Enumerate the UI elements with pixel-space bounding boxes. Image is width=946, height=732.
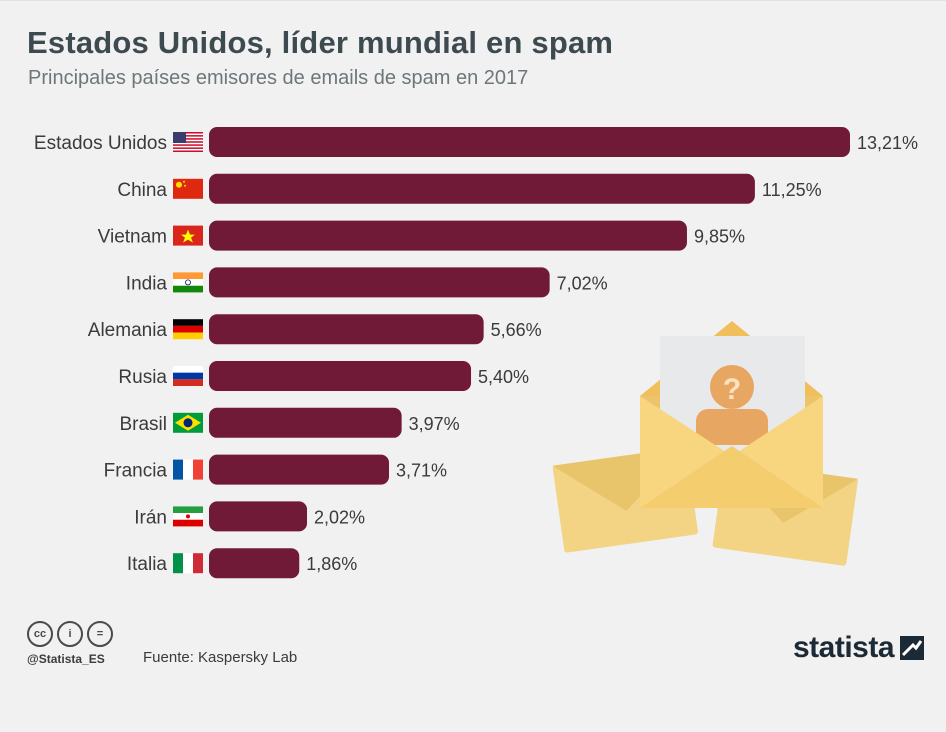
ru-flag-icon bbox=[173, 366, 203, 386]
twitter-handle[interactable]: @Statista_ES bbox=[27, 652, 105, 666]
category-label: Irán bbox=[134, 507, 167, 528]
value-label: 11,25% bbox=[762, 180, 822, 200]
value-label: 7,02% bbox=[557, 273, 608, 293]
bar bbox=[209, 314, 484, 345]
bar bbox=[209, 361, 472, 391]
value-label: 3,97% bbox=[409, 414, 460, 434]
value-label: 9,85% bbox=[694, 227, 745, 247]
fr-flag-icon bbox=[173, 459, 203, 480]
cc-icon[interactable]: cc bbox=[27, 621, 53, 647]
bar bbox=[209, 454, 390, 485]
brand-name: statista bbox=[793, 631, 895, 664]
bar bbox=[209, 267, 550, 298]
source-note: Fuente: Kaspersky Lab bbox=[143, 649, 298, 666]
statista-logo[interactable]: statista bbox=[793, 631, 925, 665]
category-label: Estados Unidos bbox=[34, 133, 167, 154]
vn-flag-icon bbox=[173, 225, 203, 246]
value-label: 3,71% bbox=[396, 461, 447, 481]
cn-flag-icon bbox=[173, 178, 203, 199]
in-flag-icon bbox=[173, 272, 203, 293]
category-label: Francia bbox=[104, 461, 168, 482]
license-icons: cc i = bbox=[27, 621, 113, 647]
chart-subtitle: Principales países emisores de emails de… bbox=[28, 67, 529, 89]
category-label: Italia bbox=[127, 554, 168, 575]
nd-icon[interactable]: = bbox=[87, 621, 113, 647]
svg-text:?: ? bbox=[723, 373, 741, 406]
it-flag-icon bbox=[173, 553, 203, 574]
category-label: China bbox=[117, 180, 167, 201]
statista-logo-icon bbox=[900, 636, 925, 660]
value-label: 5,66% bbox=[491, 320, 542, 340]
de-flag-icon bbox=[173, 319, 203, 340]
ir-flag-icon bbox=[173, 506, 203, 527]
category-label: Brasil bbox=[119, 414, 167, 435]
bar bbox=[209, 173, 755, 204]
bar-chart: ? Estados Unidos 13,21% China 11,25% Vietnam… bbox=[34, 127, 918, 579]
spam-envelopes-icon: ? bbox=[552, 321, 859, 566]
bar bbox=[209, 501, 308, 532]
value-label: 5,40% bbox=[478, 367, 529, 387]
chart-title: Estados Unidos, líder mundial en spam bbox=[27, 25, 614, 60]
value-label: 2,02% bbox=[314, 507, 365, 527]
bar bbox=[209, 407, 402, 438]
br-flag-icon bbox=[173, 412, 203, 433]
bar bbox=[209, 220, 687, 251]
category-label: India bbox=[126, 273, 168, 294]
value-label: 13,21% bbox=[857, 133, 918, 153]
by-icon[interactable]: i bbox=[57, 621, 83, 647]
category-label: Vietnam bbox=[98, 227, 167, 248]
category-label: Alemania bbox=[88, 320, 168, 341]
us-flag-icon bbox=[173, 132, 203, 152]
bar bbox=[209, 548, 300, 579]
category-label: Rusia bbox=[118, 367, 167, 388]
value-label: 1,86% bbox=[306, 554, 357, 574]
bar bbox=[209, 127, 850, 157]
